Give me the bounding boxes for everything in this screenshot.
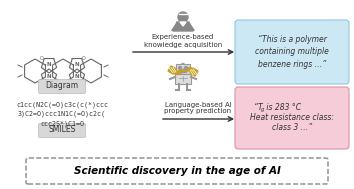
Text: “This is a polymer
containing multiple
benzene rings …”: “This is a polymer containing multiple b… <box>255 35 329 69</box>
FancyBboxPatch shape <box>176 64 190 74</box>
FancyBboxPatch shape <box>175 74 191 84</box>
FancyBboxPatch shape <box>235 87 349 149</box>
Polygon shape <box>180 22 186 26</box>
Text: Diagram: Diagram <box>45 81 79 91</box>
Text: “T: “T <box>254 104 263 112</box>
Text: g: g <box>261 107 264 112</box>
Text: is 283 °C: is 283 °C <box>263 104 301 112</box>
Text: N: N <box>75 63 79 67</box>
Text: O: O <box>82 57 86 61</box>
Text: O: O <box>40 57 44 61</box>
Text: Experience-based
knowledge acquisition: Experience-based knowledge acquisition <box>144 35 222 47</box>
Text: N: N <box>47 74 51 80</box>
Circle shape <box>178 67 182 70</box>
Polygon shape <box>174 22 192 31</box>
Circle shape <box>184 67 188 70</box>
FancyBboxPatch shape <box>235 20 349 84</box>
Polygon shape <box>189 68 198 76</box>
FancyBboxPatch shape <box>39 80 86 94</box>
Polygon shape <box>168 66 177 74</box>
FancyBboxPatch shape <box>0 0 354 189</box>
Text: Heat resistance class:: Heat resistance class: <box>250 114 334 122</box>
FancyBboxPatch shape <box>26 158 328 184</box>
Text: c1cc(N2C(=O)c3c(c(*)ccc
3)C2=O)ccc1N1C(=O)c2c(
ccc2S*)C1=O: c1cc(N2C(=O)c3c(c(*)ccc 3)C2=O)ccc1N1C(=… <box>16 101 108 127</box>
Text: Scientific discovery in the age of AI: Scientific discovery in the age of AI <box>74 166 280 176</box>
Text: SMILES: SMILES <box>48 125 76 135</box>
Text: N: N <box>47 63 51 67</box>
Text: O: O <box>40 81 44 85</box>
Text: class 3 …”: class 3 …” <box>272 123 312 132</box>
Circle shape <box>178 12 188 22</box>
Circle shape <box>182 64 184 67</box>
FancyBboxPatch shape <box>39 123 86 138</box>
Text: N: N <box>75 74 79 80</box>
Text: O: O <box>82 81 86 85</box>
Text: Language-based AI
property prediction: Language-based AI property prediction <box>165 101 232 115</box>
